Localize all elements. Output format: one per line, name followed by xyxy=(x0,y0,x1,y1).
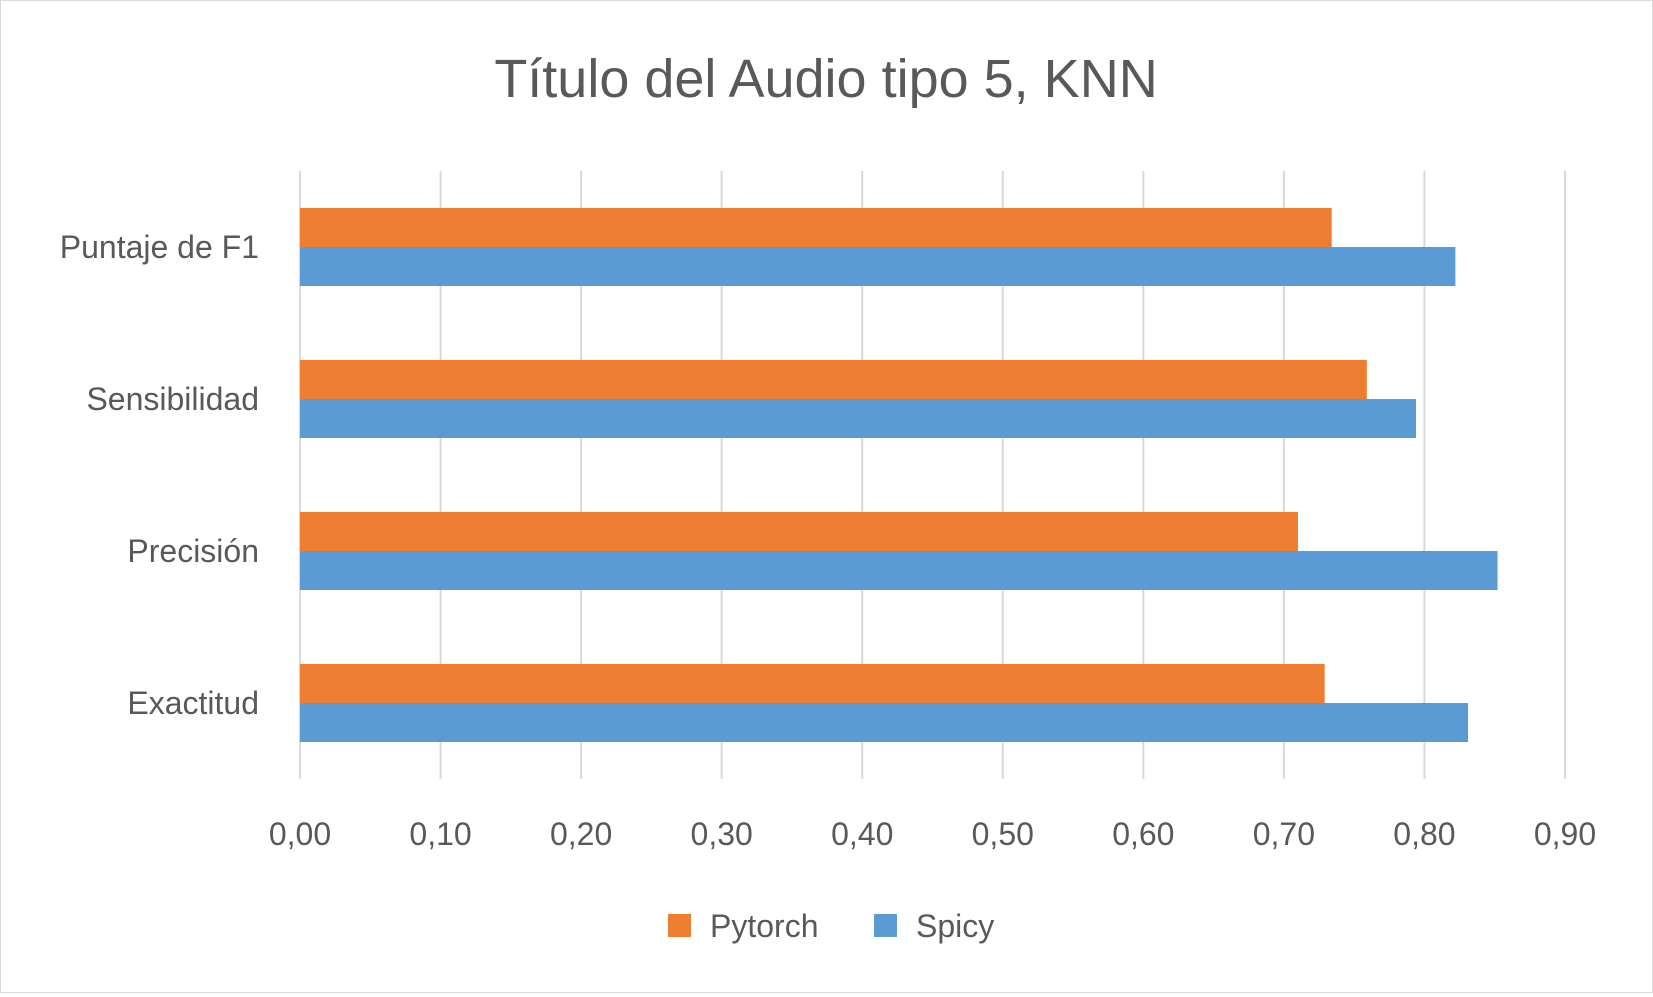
x-tick-label: 0,40 xyxy=(831,816,893,852)
legend-label: Spicy xyxy=(916,908,994,944)
x-tick-label: 0,30 xyxy=(691,816,753,852)
legend-swatch xyxy=(668,914,691,937)
x-tick-label: 0,20 xyxy=(550,816,612,852)
legend-swatch xyxy=(874,914,897,937)
bar-spicy xyxy=(300,247,1456,286)
bar-spicy xyxy=(300,551,1498,590)
x-tick-label: 0,70 xyxy=(1253,816,1315,852)
legend-label: Pytorch xyxy=(710,908,818,944)
category-label: Puntaje de F1 xyxy=(60,229,259,265)
x-tick-label: 0,50 xyxy=(972,816,1034,852)
bar-spicy xyxy=(300,703,1469,742)
x-tick-label: 0,10 xyxy=(409,816,471,852)
bar-pytorch xyxy=(300,360,1367,399)
x-tick-label: 0,80 xyxy=(1393,816,1455,852)
chart-title: Título del Audio tipo 5, KNN xyxy=(494,49,1157,109)
category-label: Exactitud xyxy=(127,685,259,721)
bar-pytorch xyxy=(300,512,1298,551)
bar-pytorch xyxy=(300,664,1325,703)
x-tick-label: 0,60 xyxy=(1112,816,1174,852)
x-tick-label: 0,00 xyxy=(269,816,331,852)
category-label: Sensibilidad xyxy=(86,381,259,417)
x-tick-label: 0,90 xyxy=(1534,816,1596,852)
bar-spicy xyxy=(300,399,1417,438)
bar-pytorch xyxy=(300,208,1332,247)
category-label: Precisión xyxy=(127,533,259,569)
